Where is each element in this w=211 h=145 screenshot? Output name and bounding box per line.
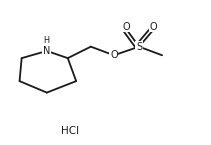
Text: N: N [43, 46, 50, 56]
Text: O: O [123, 22, 130, 32]
Text: O: O [150, 22, 158, 32]
Text: H: H [44, 36, 50, 45]
Text: HCl: HCl [61, 126, 79, 136]
Text: S: S [136, 42, 142, 52]
Text: O: O [110, 50, 118, 60]
